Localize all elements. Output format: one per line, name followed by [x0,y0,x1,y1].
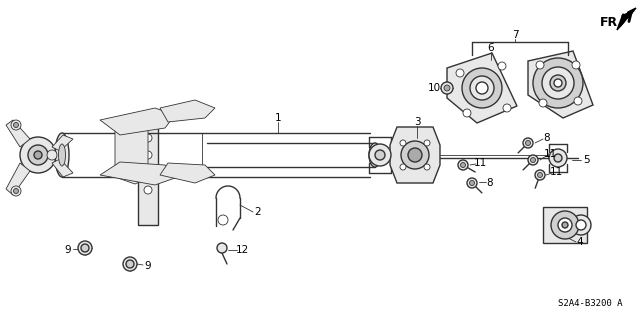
Circle shape [572,61,580,69]
Text: 8: 8 [544,133,550,143]
Text: 9: 9 [145,261,151,271]
Circle shape [424,164,430,170]
Circle shape [463,109,471,117]
Circle shape [444,85,450,91]
Polygon shape [100,162,175,185]
Circle shape [13,123,19,127]
Polygon shape [115,122,148,184]
Circle shape [467,178,477,188]
Circle shape [217,243,227,253]
Circle shape [470,76,494,100]
Polygon shape [6,163,30,195]
Circle shape [81,244,89,252]
Polygon shape [6,120,30,147]
Circle shape [523,138,533,148]
Polygon shape [390,127,440,183]
Circle shape [551,211,579,239]
Ellipse shape [55,133,69,177]
Polygon shape [528,51,593,118]
Circle shape [470,180,474,186]
Circle shape [558,218,572,232]
Circle shape [20,137,56,173]
Circle shape [400,164,406,170]
Text: 7: 7 [512,30,518,40]
Circle shape [503,104,511,112]
Polygon shape [160,100,215,122]
Polygon shape [138,115,158,225]
Ellipse shape [372,149,378,161]
Circle shape [13,188,19,194]
Circle shape [78,241,92,255]
Circle shape [528,155,538,165]
Circle shape [533,58,583,108]
Text: S2A4-B3200 A: S2A4-B3200 A [557,299,622,308]
Circle shape [408,148,422,162]
Ellipse shape [369,143,381,167]
Text: 12: 12 [236,245,248,255]
Text: 2: 2 [255,207,261,217]
Ellipse shape [375,150,385,160]
Circle shape [28,145,48,165]
Circle shape [554,79,562,87]
Polygon shape [100,108,175,135]
Circle shape [123,257,137,271]
Ellipse shape [58,144,65,166]
Circle shape [574,97,582,105]
Text: 9: 9 [65,245,71,255]
Circle shape [47,150,57,160]
Circle shape [458,160,468,170]
Circle shape [462,68,502,108]
Bar [543,207,587,243]
Circle shape [571,215,591,235]
Text: 6: 6 [488,43,494,53]
Circle shape [218,215,228,225]
Circle shape [535,170,545,180]
Bar [62,133,370,177]
Polygon shape [160,163,215,183]
Polygon shape [52,159,73,177]
Polygon shape [617,8,636,30]
Circle shape [441,82,453,94]
Circle shape [144,151,152,159]
Circle shape [498,62,506,70]
Circle shape [476,82,488,94]
Circle shape [34,151,42,159]
Circle shape [401,141,429,169]
Ellipse shape [369,144,391,166]
Circle shape [539,99,547,107]
Text: 10: 10 [428,83,440,93]
Circle shape [576,220,586,230]
Circle shape [144,186,152,194]
Ellipse shape [549,149,567,167]
Circle shape [144,168,152,176]
Circle shape [538,172,543,178]
Circle shape [400,140,406,146]
Circle shape [11,120,21,130]
Circle shape [11,186,21,196]
Circle shape [531,157,536,163]
Text: 11: 11 [549,167,563,177]
Circle shape [542,67,574,99]
Circle shape [144,134,152,142]
Circle shape [536,61,544,69]
Polygon shape [52,135,73,151]
Text: FR.: FR. [600,15,623,28]
Text: 11: 11 [474,158,486,168]
Circle shape [461,163,465,167]
Text: 5: 5 [582,155,589,165]
Ellipse shape [554,154,562,162]
Text: 4: 4 [577,237,583,247]
Circle shape [525,140,531,146]
Circle shape [424,140,430,146]
Circle shape [456,69,464,77]
Circle shape [126,260,134,268]
Text: 8: 8 [486,178,493,188]
Text: 3: 3 [413,117,420,127]
Text: 11: 11 [543,149,557,159]
Polygon shape [447,53,517,123]
Circle shape [562,222,568,228]
Text: 1: 1 [275,113,282,123]
Circle shape [550,75,566,91]
